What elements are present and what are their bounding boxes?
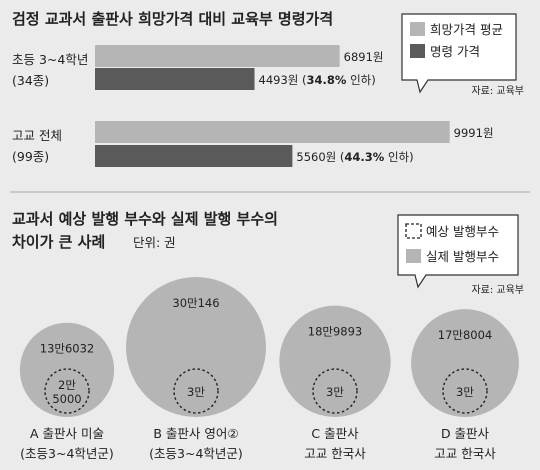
legend-swatch-actual (406, 249, 421, 263)
top-source: 자료: 교육부 (471, 85, 524, 97)
bar-ordered-highschool (95, 145, 293, 167)
category-label-elementary: 초등 3~4학년 (12, 52, 88, 67)
expected-label-2-0: 3만 (326, 385, 344, 399)
category-sublabel-highschool: (99종) (12, 149, 49, 164)
category-sublabel-elementary: (34종) (12, 73, 49, 88)
expected-label-1-0: 3만 (187, 385, 205, 399)
top-legend-box (401, 13, 517, 94)
bottom-chart-title-line2: 차이가 큰 사례 (12, 233, 105, 251)
category-label-highschool: 고교 전체 (12, 128, 62, 143)
bottom-source: 자료: 교육부 (471, 284, 524, 296)
discount-rate-highschool: 44.3% (344, 150, 384, 164)
actual-circle-0 (19, 322, 115, 418)
value-label-preferred-highschool: 9991원 (454, 126, 494, 140)
bubble-category-1-0: B 출판사 영어② (153, 426, 238, 441)
actual-label-0: 13만6032 (40, 342, 94, 356)
legend-label-actual: 실제 발행부수 (426, 249, 499, 264)
bottom-legend-box (397, 214, 519, 289)
ordered-value-elementary: 4493원 (259, 73, 299, 87)
actual-circle-2 (279, 305, 391, 417)
expected-circle-1 (173, 368, 219, 414)
value-label-ordered-elementary: 4493원 (34.8% 인하) (259, 73, 376, 87)
actual-label-1: 30만146 (172, 296, 219, 310)
discount-word-highschool: 인하 (388, 150, 410, 164)
expected-circle-2 (312, 368, 358, 414)
legend-swatch-preferred (410, 22, 425, 36)
bar-preferred-elementary (95, 45, 340, 67)
discount-word-elementary: 인하 (350, 73, 372, 87)
bubble-category-2-0: C 출판사 (311, 426, 359, 441)
legend-label-ordered: 명령 가격 (430, 44, 480, 59)
legend-label-expected: 예상 발행부수 (426, 224, 499, 239)
ordered-value-highschool: 5560원 (296, 150, 336, 164)
bubble-category-0-0: A 출판사 미술 (30, 426, 104, 441)
actual-label-2: 18만9893 (308, 325, 362, 339)
bubble-category-2-1: 고교 한국사 (304, 446, 366, 461)
bottom-legend: 예상 발행부수 실제 발행부수 (397, 214, 519, 289)
discount-rate-elementary: 34.8% (307, 73, 347, 87)
expected-circle-3 (442, 368, 488, 414)
bubble-category-3-1: 고교 한국사 (434, 446, 496, 461)
bubble-category-0-1: (초등3~4학년군) (20, 446, 114, 461)
bar-preferred-highschool (95, 121, 450, 143)
legend-swatch-expected (405, 223, 422, 239)
bubble-category-3-0: D 출판사 (441, 426, 490, 441)
expected-circle-0 (44, 368, 90, 414)
legend-swatch-ordered (410, 44, 425, 58)
value-label-preferred-elementary: 6891원 (344, 50, 384, 64)
legend-label-preferred: 희망가격 평균 (430, 22, 503, 37)
bubble-category-1-1: (초등3~4학년군) (149, 446, 243, 461)
actual-circle-3 (411, 309, 519, 417)
expected-label-0-0: 2만 (58, 378, 76, 392)
actual-label-3: 17만8004 (438, 328, 492, 342)
bar-ordered-elementary (95, 68, 255, 90)
actual-circle-1 (126, 277, 266, 417)
bottom-chart-title-line1: 교과서 예상 발행 부수와 실제 발행 부수의 (12, 210, 278, 228)
top-chart-title: 검정 교과서 출판사 희망가격 대비 교육부 명령가격 (12, 10, 333, 28)
expected-label-3-0: 3만 (456, 385, 474, 399)
bottom-chart-unit: 단위: 권 (133, 235, 176, 250)
expected-label-0-1: 5000 (52, 392, 81, 406)
value-label-ordered-highschool: 5560원 (44.3% 인하) (296, 150, 413, 164)
top-legend: 희망가격 평균 명령 가격 (401, 13, 517, 94)
